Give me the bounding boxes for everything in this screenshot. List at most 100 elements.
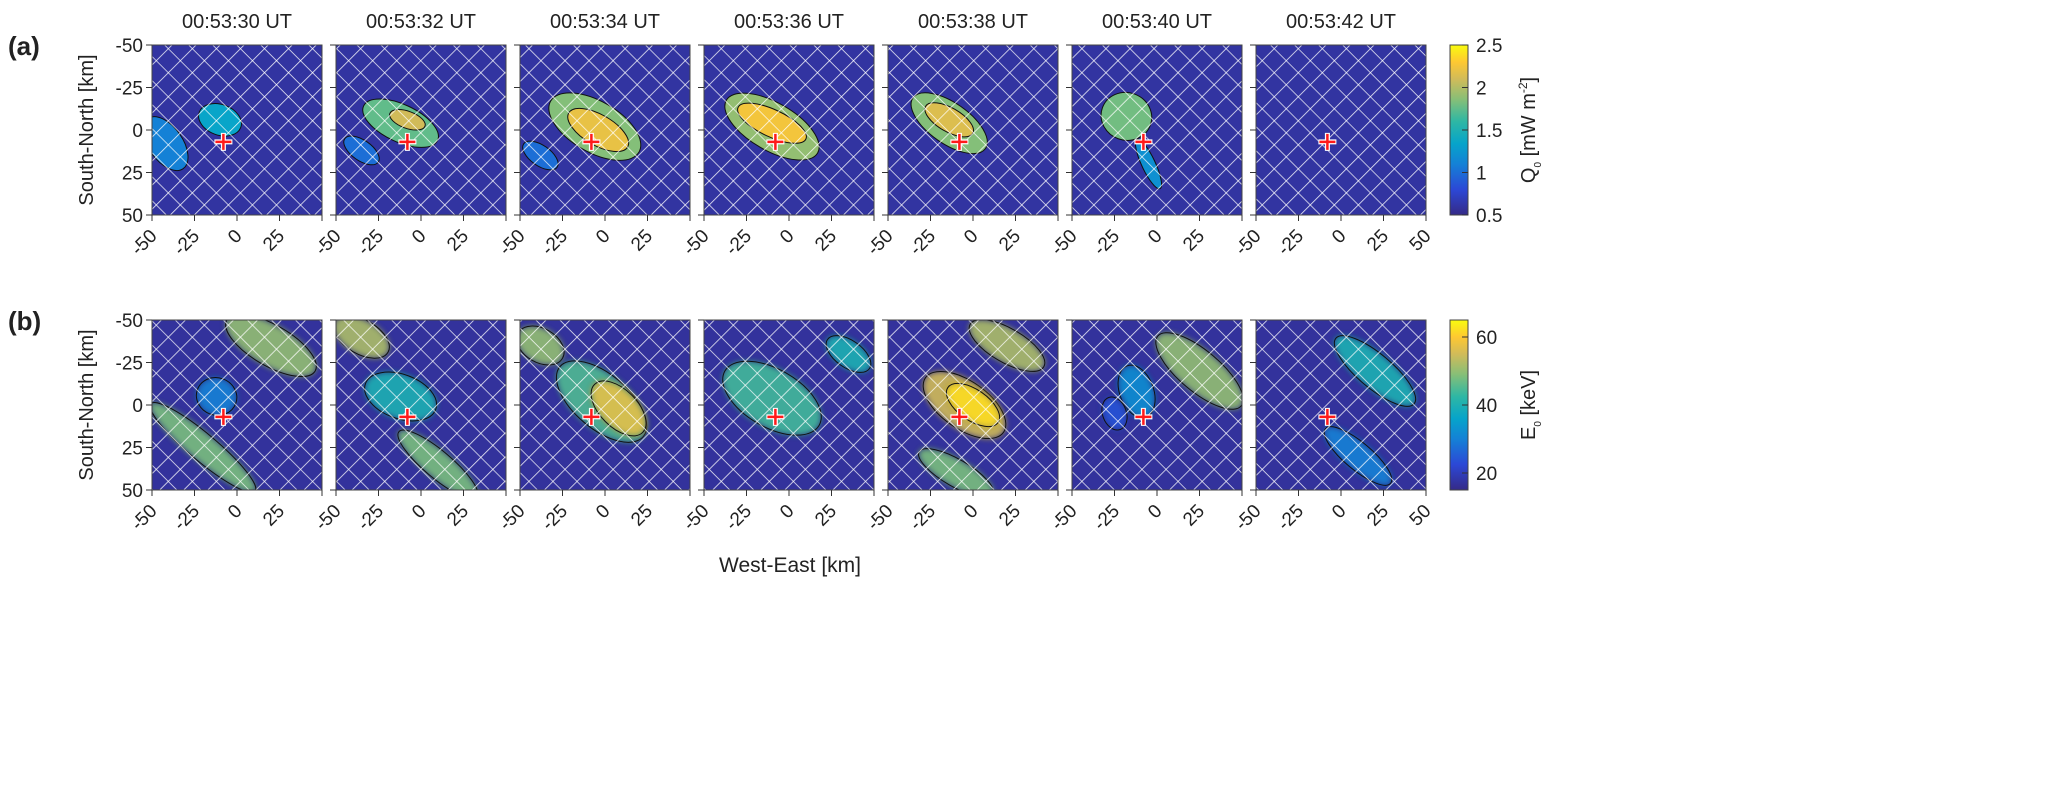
hatch-overlay (1072, 320, 1242, 490)
panel-time-title: 00:53:32 UT (366, 11, 476, 33)
x-tick-label: -50 (863, 226, 897, 260)
x-tick-label: -50 (679, 226, 713, 260)
x-tick-label: -25 (354, 501, 388, 535)
x-tick-label: -50 (311, 501, 345, 535)
y-tick-label: 25 (122, 439, 143, 460)
x-tick-label: -50 (1231, 226, 1265, 260)
station-marker-icon (767, 133, 784, 150)
station-marker-icon (399, 133, 416, 150)
y-tick-label: 0 (132, 121, 143, 142)
x-tick-label: 25 (627, 501, 657, 531)
heatmap (888, 320, 1058, 490)
station-marker-icon (951, 133, 968, 150)
heatmap (888, 45, 1058, 215)
hatch-overlay (1072, 45, 1242, 215)
x-tick-label: -50 (127, 226, 161, 260)
heatmap (1256, 320, 1426, 490)
x-tick-label: -25 (538, 501, 572, 535)
panel-row-label: (b) (8, 306, 41, 336)
heatmap (1072, 320, 1242, 490)
x-tick-label: -25 (354, 226, 388, 260)
station-marker-icon (399, 408, 416, 425)
heatmap (704, 320, 874, 490)
colorbar-1: 20 40 60 E0 [keV] (1449, 319, 1544, 491)
x-tick-label: 50 (1406, 226, 1436, 256)
panel-time-title: 00:53:36 UT (734, 11, 844, 33)
x-tick-label: -50 (495, 501, 529, 535)
station-marker-icon (1135, 133, 1152, 150)
x-tick-label: 0 (408, 226, 430, 248)
colorbar-label-sup: -2 (1516, 82, 1530, 93)
x-tick-label: 25 (995, 226, 1025, 256)
x-tick-label: 0 (224, 501, 246, 523)
y-tick-label: 25 (122, 164, 143, 185)
colorbar-label: E0 [keV] (1518, 370, 1544, 440)
panel-0-4: -50 -25 0 25 00:53:38 UT (863, 11, 1059, 260)
panel-1-4: -50 -25 0 25 (863, 319, 1059, 535)
x-tick-label: -25 (538, 226, 572, 260)
y-tick-label: -25 (116, 79, 143, 100)
x-tick-label: 0 (960, 226, 982, 248)
x-tick-label: -25 (906, 226, 940, 260)
x-tick-label: -50 (495, 226, 529, 260)
hatch-overlay (336, 45, 506, 215)
panel-1-1: -50 -25 0 25 (311, 319, 507, 535)
x-tick-label: 25 (259, 226, 289, 256)
x-tick-label: -50 (127, 501, 161, 535)
hatch-overlay (1256, 45, 1426, 215)
x-tick-label: 25 (443, 501, 473, 531)
panel-0-5: -50 -25 0 25 00:53:40 UT (1047, 11, 1243, 260)
hatch-overlay (1256, 320, 1426, 490)
x-tick-label: 25 (811, 226, 841, 256)
x-tick-label: -25 (1090, 501, 1124, 535)
station-marker-icon (1319, 408, 1336, 425)
x-tick-label: 25 (995, 501, 1025, 531)
station-marker-icon (767, 408, 784, 425)
x-tick-label: 25 (1363, 501, 1393, 531)
y-tick-label: 0 (132, 396, 143, 417)
colorbar-label-sub: 0 (1533, 421, 1544, 427)
x-tick-label: 0 (1328, 501, 1350, 523)
x-tick-label: -50 (679, 501, 713, 535)
panel-0-1: -50 -25 0 25 00:53:32 UT (311, 11, 507, 260)
colorbar-tick-label: 2 (1476, 79, 1487, 100)
heatmap (520, 45, 690, 215)
panel-1-5: -50 -25 0 25 (1047, 319, 1243, 535)
y-tick-label: -25 (116, 354, 143, 375)
colorbar-tick-label: 1.5 (1476, 121, 1502, 142)
x-tick-label: -25 (906, 501, 940, 535)
station-marker-icon (215, 408, 232, 425)
heatmap (1072, 45, 1242, 215)
x-tick-label: 0 (408, 501, 430, 523)
colorbar-tick-label: 40 (1476, 396, 1497, 417)
x-tick-label: -25 (1090, 226, 1124, 260)
colorbar-tick-label: 20 (1476, 464, 1497, 485)
hatch-overlay (704, 320, 874, 490)
panel-1-0: -50 -25 0 25 -50 -25 0 25 50 (116, 311, 323, 535)
station-marker-icon (1135, 408, 1152, 425)
panel-0-6: -50 -25 0 25 50 00:53:42 UT (1231, 11, 1435, 260)
station-marker-icon (583, 408, 600, 425)
colorbar-tick-label: 1 (1476, 164, 1487, 185)
colorbar-tick-label: 60 (1476, 328, 1497, 349)
x-tick-label: -25 (170, 501, 204, 535)
hatch-overlay (888, 320, 1058, 490)
x-tick-label: 0 (776, 226, 798, 248)
x-tick-label: -50 (311, 226, 345, 260)
heatmap (152, 320, 322, 490)
x-tick-label: -25 (170, 226, 204, 260)
panel-0-2: -50 -25 0 25 00:53:34 UT (495, 11, 691, 260)
panel-1-3: -50 -25 0 25 (679, 319, 875, 535)
station-marker-icon (583, 133, 600, 150)
x-tick-label: -25 (1274, 501, 1308, 535)
x-tick-label: 0 (1144, 501, 1166, 523)
x-tick-label: 25 (1179, 501, 1209, 531)
colorbar-label-label: Q (1518, 168, 1540, 184)
station-marker-icon (951, 408, 968, 425)
colorbar-label-sub: 0 (1533, 162, 1544, 168)
x-tick-label: 0 (776, 501, 798, 523)
x-tick-label: 0 (960, 501, 982, 523)
station-marker-icon (1319, 133, 1336, 150)
y-tick-label: 50 (122, 481, 143, 502)
hatch-overlay (520, 45, 690, 215)
